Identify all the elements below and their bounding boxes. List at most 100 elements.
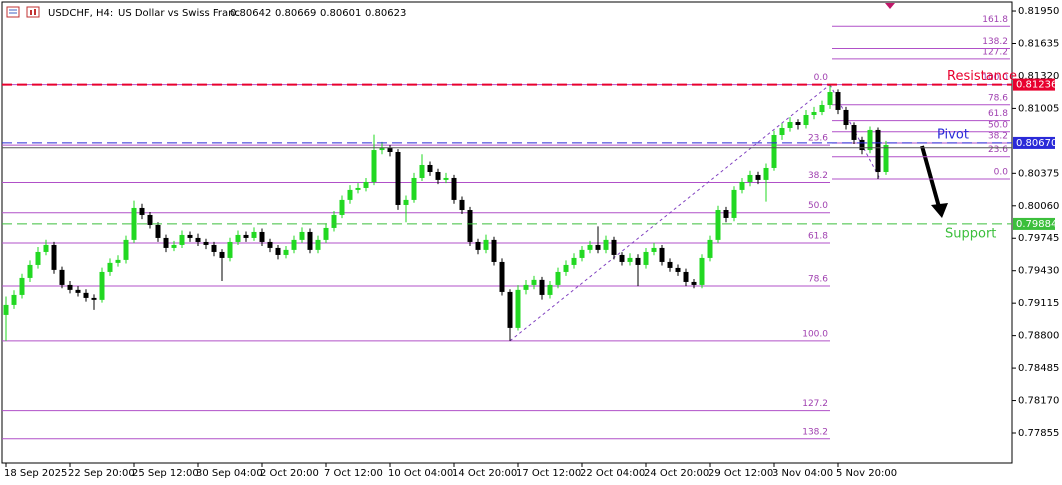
candle-body <box>491 239 497 262</box>
price-tag <box>1013 78 1055 91</box>
candle-body <box>747 174 753 182</box>
header-price: 0.80623 <box>365 8 406 19</box>
candle-body <box>411 177 417 200</box>
candle-body <box>787 122 793 128</box>
candle-body <box>579 249 585 258</box>
candle-body <box>763 167 769 180</box>
candle-body <box>379 147 385 151</box>
fib-level-label: 38.2 <box>988 131 1008 141</box>
level-name: Pivot <box>937 127 969 142</box>
candle-body <box>195 237 201 242</box>
candle-body <box>883 144 889 172</box>
candle-body <box>123 239 129 260</box>
candle-body <box>595 244 601 250</box>
candle-body <box>291 239 297 250</box>
candle-body <box>539 279 545 295</box>
fib-level-label: 100.0 <box>802 329 828 339</box>
fib-level-label: 50.0 <box>808 201 828 211</box>
candle-body <box>467 210 473 242</box>
fib-level-label: 127.2 <box>802 399 828 409</box>
candle-body <box>587 244 593 250</box>
candle-body <box>19 277 25 295</box>
x-tick-label: 10 Oct 04:00 <box>388 468 453 479</box>
candle-body <box>835 92 841 110</box>
candle-body <box>483 239 489 250</box>
candle-body <box>507 291 513 328</box>
candle-body <box>571 257 577 265</box>
candle-body <box>859 139 865 151</box>
x-tick-label: 18 Sep 2025 <box>4 468 67 479</box>
candle-body <box>203 241 209 245</box>
price-tag-label: 0.81236 <box>1016 80 1057 91</box>
candle-body <box>243 234 249 238</box>
candle-body <box>315 239 321 250</box>
candle-body <box>867 129 873 151</box>
candle-body <box>851 124 857 140</box>
candle-body <box>523 284 529 290</box>
fib-level-label: 127.2 <box>982 47 1008 57</box>
y-tick-label: 0.78485 <box>1018 363 1059 374</box>
candle-body <box>731 189 737 218</box>
candle-body <box>659 247 665 262</box>
arrow <box>920 145 948 218</box>
symbol: USDCHF, H4: <box>48 8 113 19</box>
candle-body <box>3 304 9 315</box>
candle-body <box>283 249 289 255</box>
candle-body <box>187 234 193 238</box>
candle-body <box>515 289 521 328</box>
candle-body <box>459 199 465 211</box>
candle-body <box>771 134 777 168</box>
fib-level-label: 23.6 <box>808 134 828 144</box>
y-tick-label: 0.81005 <box>1018 103 1059 114</box>
candle-body <box>555 271 561 285</box>
candle-body <box>563 264 569 272</box>
candle-body <box>51 244 57 270</box>
fib-level-label: 23.6 <box>988 145 1008 155</box>
y-tick-label: 0.81635 <box>1018 38 1059 49</box>
candle-body <box>83 292 89 298</box>
candle-body <box>179 234 185 245</box>
candle-body <box>843 109 849 125</box>
candle-body <box>427 164 433 172</box>
candle-body <box>67 284 73 290</box>
level-name: Support <box>945 226 996 241</box>
level-name: Resistance <box>947 69 1017 84</box>
fib-level-label: 0.0 <box>994 167 1009 177</box>
y-tick-label: 0.79745 <box>1018 233 1059 244</box>
x-tick-label: 14 Oct 20:00 <box>452 468 517 479</box>
x-tick-label: 25 Sep 12:00 <box>132 468 199 479</box>
header-icons <box>6 6 40 18</box>
candle-body <box>91 297 97 300</box>
candle-body <box>419 164 425 178</box>
candle-body <box>651 247 657 252</box>
fib-level-label: 61.8 <box>808 231 828 241</box>
candle-body <box>707 239 713 258</box>
fib-level-label: 100.0 <box>982 73 1008 83</box>
candle-body <box>387 147 393 152</box>
fib-level-label: 61.8 <box>988 109 1008 119</box>
candle-body <box>547 284 553 295</box>
price-tag <box>1013 136 1055 149</box>
candle-body <box>803 115 809 125</box>
fib-level-label: 0.0 <box>814 73 829 83</box>
fib-level-label: 78.6 <box>808 275 828 285</box>
candle-body <box>699 257 705 285</box>
candle-body <box>299 231 305 240</box>
candle-body <box>627 257 633 262</box>
candle-body <box>171 244 177 248</box>
candle-body <box>715 210 721 240</box>
fib-level-label: 138.2 <box>982 37 1008 47</box>
candle-body <box>211 244 217 252</box>
candle-body <box>347 189 353 200</box>
price-tag-label: 0.79884 <box>1016 219 1057 230</box>
candle-body <box>235 234 241 242</box>
plot-frame <box>1 1 1013 464</box>
x-tick-label: 3 Nov 04:00 <box>772 468 833 479</box>
candle-body <box>27 264 33 278</box>
x-tick-label: 22 Sep 20:00 <box>68 468 135 479</box>
candle-body <box>403 199 409 205</box>
candle-body <box>259 231 265 242</box>
candle-body <box>779 127 785 135</box>
candle-body <box>619 254 625 262</box>
